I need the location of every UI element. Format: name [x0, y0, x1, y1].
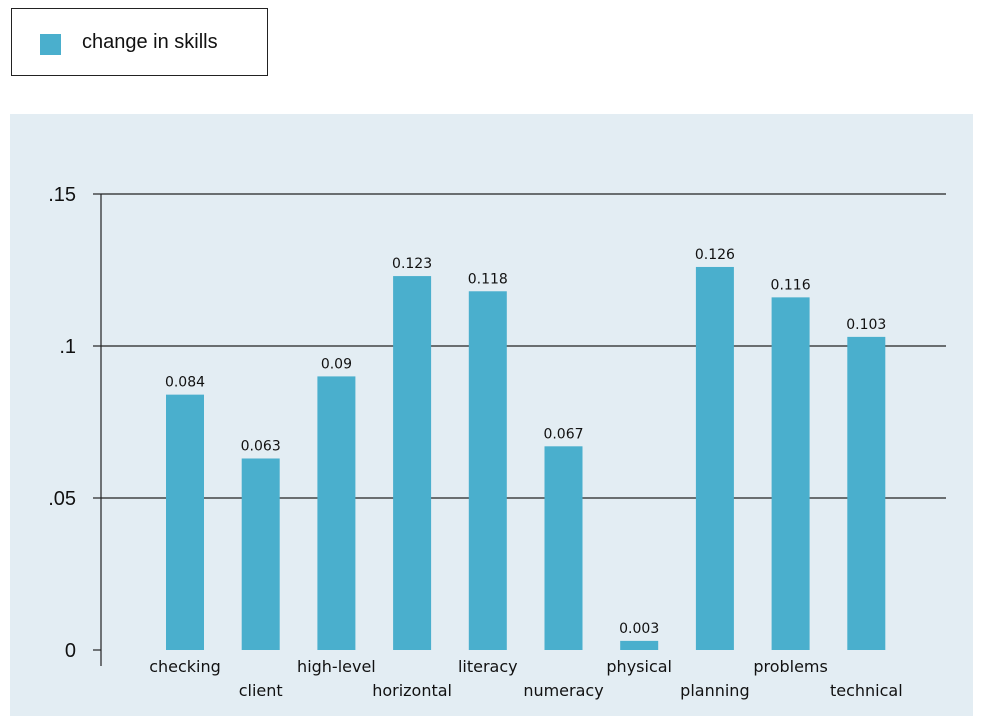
- data-label: 0.116: [771, 277, 811, 293]
- x-tick-label: physical: [606, 657, 672, 676]
- data-label: 0.084: [165, 375, 205, 391]
- bar-technical: [847, 336, 886, 650]
- legend: change in skills: [11, 8, 268, 76]
- bar-client: [241, 458, 280, 650]
- data-label: 0.126: [695, 247, 735, 263]
- labels: 0 .05 .1 .15 0.084 checking 0.063 client 0.09 hig…: [48, 184, 902, 700]
- data-label: 0.003: [619, 621, 659, 637]
- grid-lines: [101, 193, 946, 499]
- data-label: 0.09: [321, 356, 352, 372]
- legend-swatch: [40, 34, 61, 55]
- bar-physical: [620, 640, 659, 650]
- x-tick-label: planning: [680, 681, 749, 700]
- y-tick-label: .15: [48, 184, 76, 206]
- x-tick-label: checking: [149, 657, 221, 676]
- data-label: 0.067: [543, 426, 583, 442]
- data-label: 0.123: [392, 256, 432, 272]
- axes: [93, 193, 102, 666]
- bar-checking: [166, 394, 204, 650]
- bar-literacy: [468, 291, 507, 650]
- x-tick-label: high-level: [297, 657, 376, 676]
- data-label: 0.103: [846, 317, 886, 333]
- x-tick-label: client: [239, 681, 283, 700]
- data-label: 0.118: [468, 271, 508, 287]
- bar-planning: [695, 266, 734, 650]
- bar-high-level: [317, 376, 356, 650]
- bars: [166, 266, 886, 650]
- bar-problems: [771, 297, 810, 650]
- x-tick-label: horizontal: [372, 681, 452, 700]
- x-tick-label: literacy: [458, 657, 518, 676]
- bar-horizontal: [393, 276, 432, 650]
- bar-numeracy: [544, 446, 583, 650]
- legend-label: change in skills: [82, 31, 218, 53]
- y-tick-label: .05: [48, 488, 76, 510]
- x-tick-label: technical: [830, 681, 903, 700]
- data-label: 0.063: [241, 438, 281, 454]
- x-tick-label: numeracy: [523, 681, 603, 700]
- x-tick-label: problems: [753, 657, 828, 676]
- y-tick-label: 0: [65, 640, 76, 662]
- y-tick-label: .1: [59, 336, 76, 358]
